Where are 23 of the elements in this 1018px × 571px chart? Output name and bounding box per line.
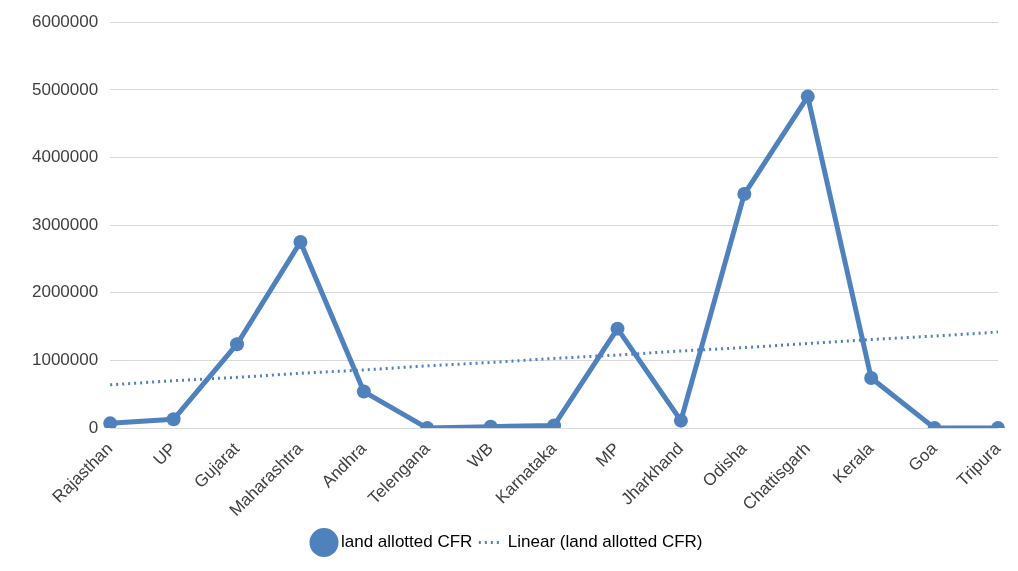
- y-tick-label: 3000000: [31, 214, 99, 234]
- y-tick-label: 5000000: [31, 79, 99, 99]
- point: [293, 235, 308, 250]
- legend-label: Linear (land allotted CFR): [507, 532, 703, 552]
- y-tick-label: 2000000: [31, 282, 99, 302]
- x-tick-label: UP: [149, 439, 180, 470]
- x-tick-label: Goa: [904, 438, 942, 476]
- y-tick-label: 1000000: [31, 350, 99, 370]
- point: [737, 187, 752, 202]
- point: [103, 416, 118, 429]
- point: [356, 384, 371, 399]
- point: [610, 321, 625, 336]
- y-tick-label: 0: [88, 417, 99, 437]
- x-tick-label: MP: [592, 439, 624, 471]
- legend-label: land allotted CFR: [341, 532, 473, 552]
- point: [673, 413, 688, 428]
- y-tick-label: 6000000: [31, 11, 99, 31]
- point: [166, 412, 181, 427]
- point: [230, 337, 245, 352]
- y-tick-label: 4000000: [31, 147, 99, 167]
- x-tick-label: WB: [464, 439, 497, 472]
- point: [800, 89, 815, 104]
- point: [864, 371, 879, 386]
